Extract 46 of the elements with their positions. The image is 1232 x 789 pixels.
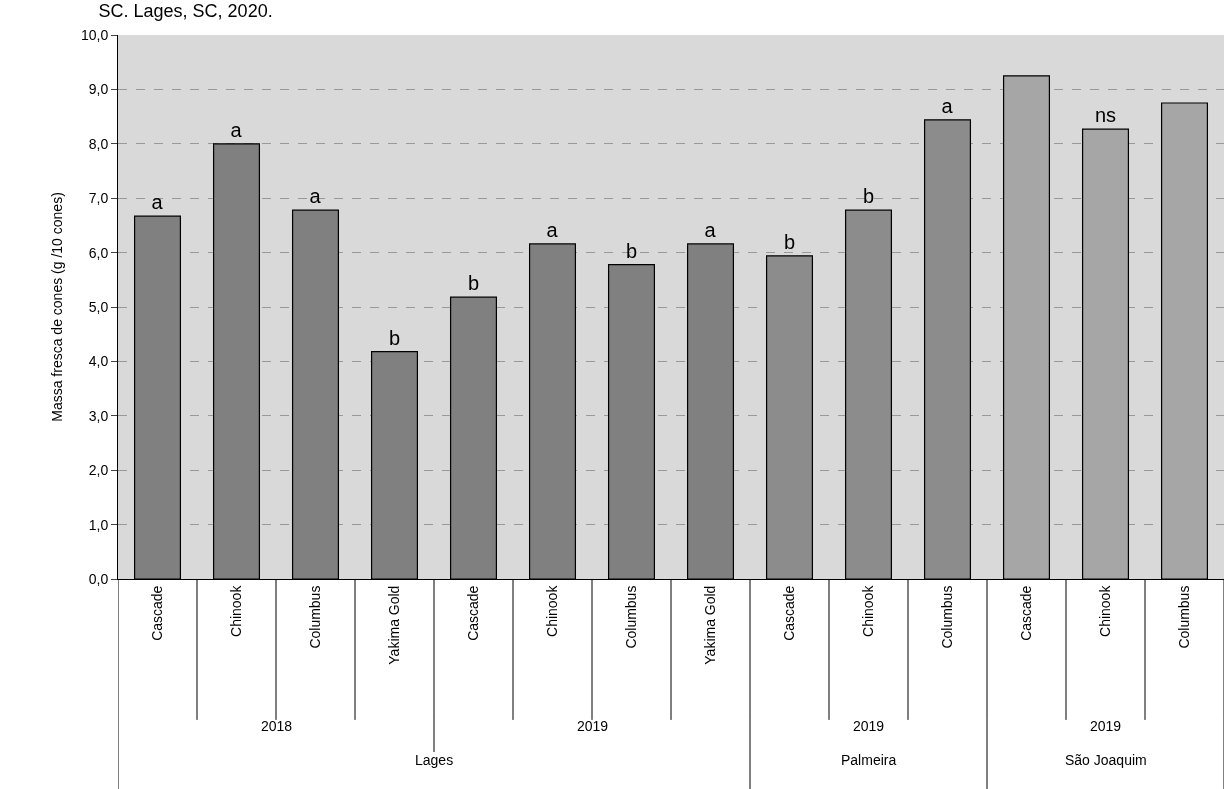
data-label: a bbox=[546, 218, 559, 241]
x-tick-label: Cascade bbox=[781, 585, 798, 641]
y-tick-label: 8,0 bbox=[88, 135, 109, 152]
x-tick-label: Chinook bbox=[544, 584, 561, 637]
data-label: a bbox=[941, 94, 954, 117]
y-axis-title: Massa fresca de cones (g /10 cones) bbox=[48, 192, 65, 422]
x-tick-label: Chinook bbox=[1097, 584, 1114, 637]
x-tick-label: Cascade bbox=[149, 585, 166, 641]
chart-title: SC. Lages, SC, 2020. bbox=[98, 0, 273, 21]
data-label: b bbox=[862, 185, 875, 208]
y-tick-label: 4,0 bbox=[88, 353, 109, 370]
x-tick-label: Yakima Gold bbox=[386, 585, 403, 665]
y-tick-label: 0,0 bbox=[88, 570, 109, 587]
x-tick-label: Columbus bbox=[307, 585, 324, 649]
y-tick-label: 2,0 bbox=[88, 462, 109, 479]
x-tick-label: Yakima Gold bbox=[702, 585, 719, 665]
text: São Joaquim bbox=[1065, 752, 1147, 768]
text: 2019 bbox=[853, 718, 885, 734]
text: 2019 bbox=[1090, 718, 1122, 734]
data-label: b bbox=[388, 326, 401, 349]
x-tick-label: Chinook bbox=[228, 584, 245, 637]
data-label: b bbox=[625, 239, 638, 262]
y-tick-label: 6,0 bbox=[88, 244, 109, 261]
x-tick-label: Columbus bbox=[623, 585, 640, 649]
data-label: a bbox=[704, 218, 717, 241]
data-label: b bbox=[467, 272, 480, 295]
text: 2018 bbox=[261, 718, 293, 734]
data-label: a bbox=[230, 118, 243, 141]
text: Lages bbox=[415, 752, 454, 768]
data-label: ns bbox=[1094, 104, 1117, 127]
y-tick-label: 10,0 bbox=[80, 26, 109, 43]
x-tick-label: Cascade bbox=[465, 585, 482, 641]
y-tick-label: 3,0 bbox=[88, 407, 109, 424]
y-tick-label: 1,0 bbox=[88, 516, 109, 533]
y-tick-label: 7,0 bbox=[88, 190, 109, 207]
text: Palmeira bbox=[841, 752, 897, 768]
x-tick-label: Chinook bbox=[860, 584, 877, 637]
x-tick-label: Columbus bbox=[939, 585, 956, 649]
y-tick-label: 5,0 bbox=[88, 298, 109, 315]
data-label: a bbox=[309, 185, 322, 208]
x-tick-label: Columbus bbox=[1176, 585, 1193, 649]
y-tick-label: 9,0 bbox=[88, 81, 109, 98]
x-tick-label: Cascade bbox=[1018, 585, 1035, 641]
data-label: a bbox=[151, 191, 164, 214]
data-label: b bbox=[783, 230, 796, 253]
text: 2019 bbox=[577, 718, 609, 734]
